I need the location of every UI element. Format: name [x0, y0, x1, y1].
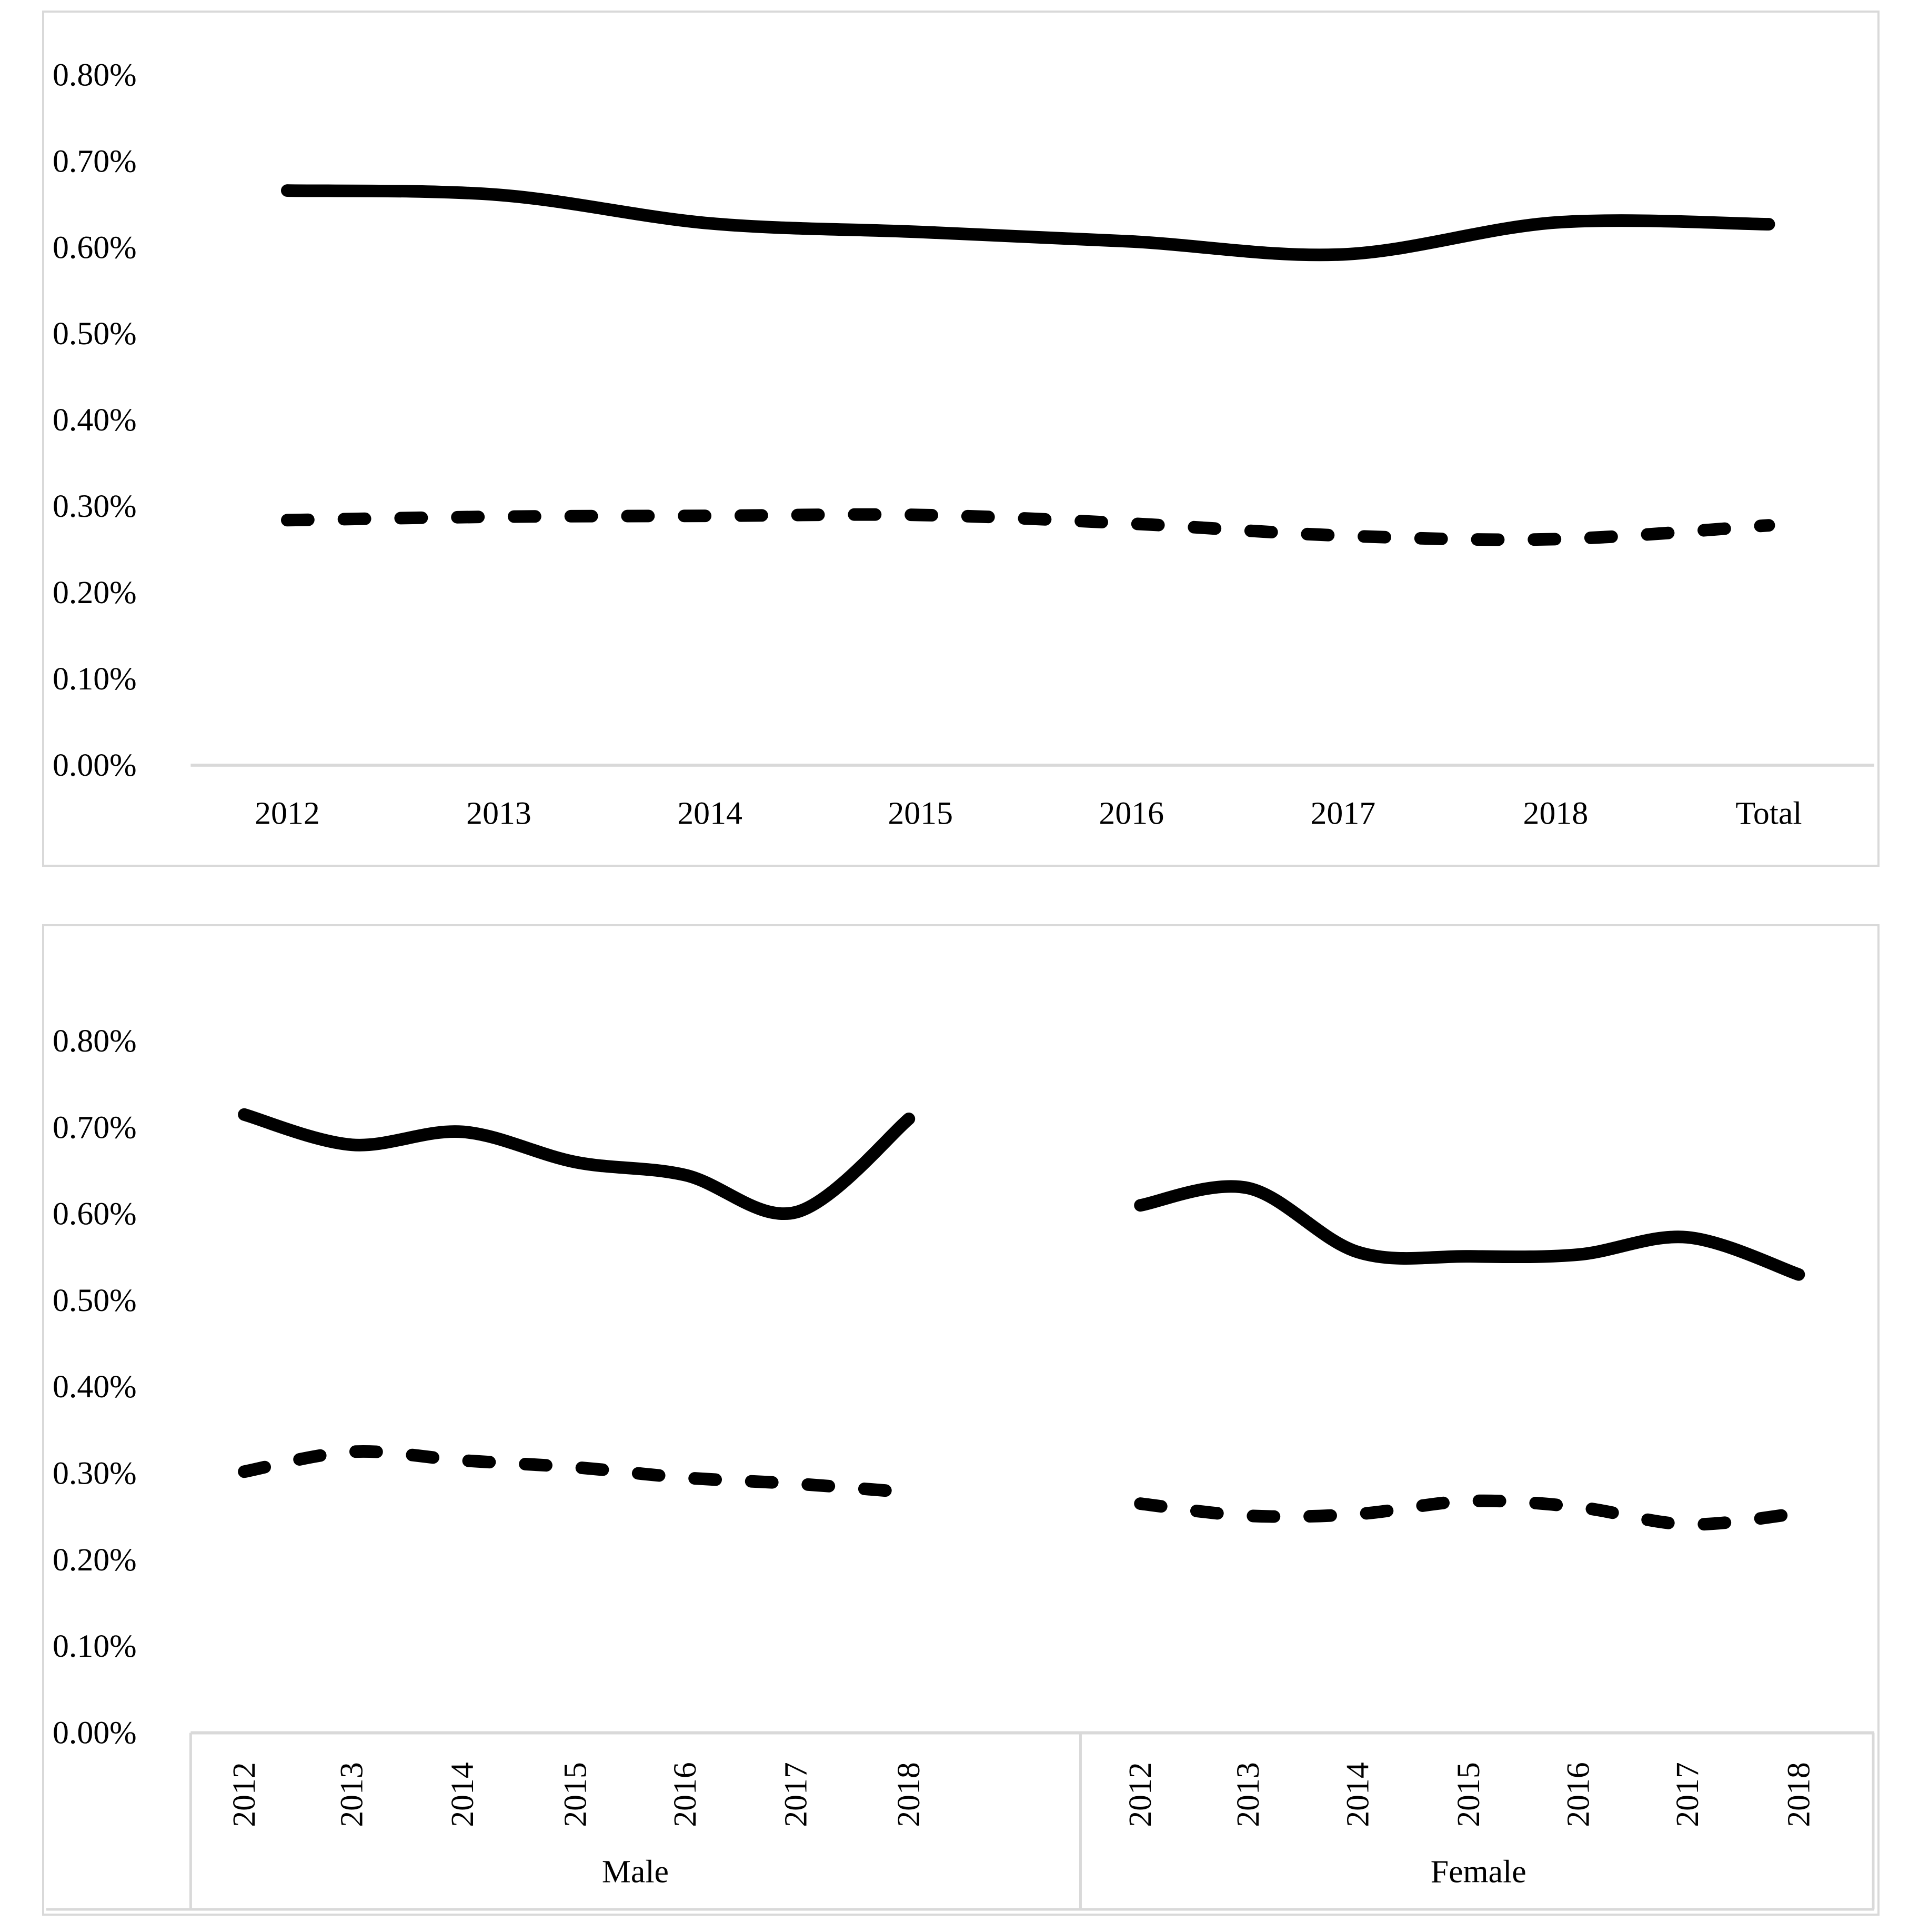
female-dashed-line — [1134, 1494, 1805, 1531]
overall-y-tick-label: 0.20% — [53, 575, 137, 610]
by-sex-year-label: 2015 — [558, 1762, 594, 1827]
by-sex-year-label: 2014 — [1340, 1762, 1375, 1827]
overall-y-tick-label: 0.30% — [53, 488, 137, 524]
overall-x-category-label: 2015 — [888, 796, 953, 832]
male-solid-line — [238, 1108, 916, 1220]
by-sex-year-label: 2017 — [1670, 1762, 1705, 1827]
overall-y-tick-label: 0.50% — [53, 316, 137, 352]
overall-y-tick-label: 0.00% — [53, 747, 137, 783]
by-sex-y-tick-label: 0.00% — [53, 1715, 137, 1750]
overall-x-category-label: 2018 — [1523, 796, 1589, 832]
male-dashed-line — [238, 1445, 916, 1499]
by-sex-y-tick-label: 0.10% — [53, 1628, 137, 1664]
overall-x-category-label: 2017 — [1310, 796, 1375, 832]
overall-x-category-label: 2014 — [677, 796, 742, 832]
by-sex-y-tick-label: 0.40% — [53, 1369, 137, 1405]
female-group-label: Female — [1431, 1854, 1526, 1889]
by-sex-year-label: 2012 — [1122, 1762, 1158, 1827]
overall-x-category-label: 2013 — [466, 796, 531, 832]
by-sex-year-label: 2013 — [1230, 1762, 1266, 1827]
overall-y-tick-label: 0.80% — [53, 57, 137, 93]
by-sex-year-label: 2017 — [778, 1762, 814, 1827]
by-sex-year-label: 2014 — [445, 1762, 480, 1827]
by-sex-year-label: 2018 — [891, 1762, 927, 1827]
overall-solid-line — [280, 184, 1775, 262]
by-sex-y-tick-label: 0.50% — [53, 1283, 137, 1318]
by-sex-year-label: 2016 — [667, 1762, 703, 1827]
by-sex-y-tick-label: 0.20% — [53, 1542, 137, 1578]
by-sex-chart-svg: 0.80% 0.70% 0.60% 0.50% 0.40% 0.30% 0.20% 0.10%… — [46, 1023, 1875, 1911]
overall-x-category-label: Total — [1735, 796, 1802, 832]
overall-y-tick-label: 0.40% — [53, 402, 137, 438]
overall-y-tick-label: 0.60% — [53, 229, 137, 265]
overall-x-category-label: 2016 — [1099, 796, 1164, 832]
by-sex-y-tick-label: 0.80% — [53, 1023, 137, 1059]
by-sex-year-label: 2016 — [1560, 1762, 1596, 1827]
overall-x-category-label: 2012 — [255, 796, 320, 832]
chart-overall-panel: 0.80% 0.70% 0.60% 0.50% 0.40% 0.30% 0.20% 0.10%… — [42, 11, 1880, 867]
overall-y-tick-label: 0.70% — [53, 143, 137, 179]
male-group-label: Male — [602, 1854, 669, 1889]
chart-by-sex-panel: 0.80% 0.70% 0.60% 0.50% 0.40% 0.30% 0.20% 0.10%… — [42, 924, 1880, 1916]
by-sex-year-label: 2012 — [226, 1762, 262, 1827]
overall-dashed-line — [280, 508, 1775, 546]
by-sex-y-tick-label: 0.60% — [53, 1196, 137, 1232]
by-sex-year-label: 2018 — [1781, 1762, 1816, 1827]
by-sex-year-label: 2013 — [334, 1762, 370, 1827]
female-solid-line — [1134, 1180, 1805, 1281]
by-sex-y-tick-label: 0.70% — [53, 1109, 137, 1145]
by-sex-year-label: 2015 — [1451, 1762, 1486, 1827]
overall-y-tick-label: 0.10% — [53, 661, 137, 697]
by-sex-y-tick-label: 0.30% — [53, 1456, 137, 1491]
overall-chart-svg: 0.80% 0.70% 0.60% 0.50% 0.40% 0.30% 0.20% 0.10%… — [53, 57, 1875, 832]
